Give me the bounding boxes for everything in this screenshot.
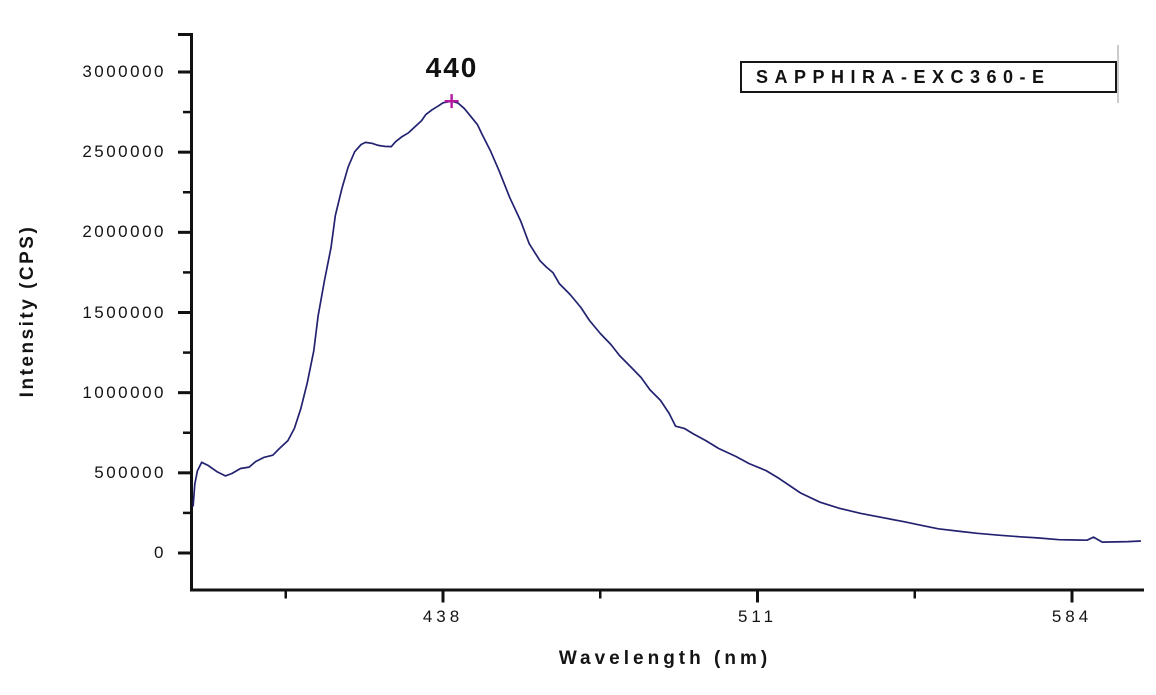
y-axis-cap-tick [178,33,191,36]
legend-edge-line [1117,45,1119,103]
x-minor-tick [284,591,287,599]
y-minor-tick [183,110,190,114]
y-tick-label: 2000000 [82,222,166,242]
y-major-tick [178,230,190,234]
y-major-tick [178,391,190,395]
legend-label: SAPPHIRA-EXC360-E [756,66,1051,87]
y-major-tick [178,70,190,74]
y-major-tick [178,471,190,475]
x-minor-tick [599,591,602,599]
y-tick-label: 3000000 [82,62,166,81]
x-tick-label: 584 [1051,607,1093,626]
x-axis-line [190,588,1144,592]
y-tick-label: 1500000 [82,302,166,322]
legend-box: SAPPHIRA-EXC360-E [740,61,1117,93]
peak-marker-icon [444,94,459,109]
y-tick-label: 1000000 [82,382,166,402]
x-tick-label: 511 [737,607,778,626]
y-tick-label: 2500000 [82,142,166,162]
y-major-tick [178,150,190,154]
y-minor-tick [183,191,190,194]
x-major-tick [756,591,759,603]
y-axis-line [190,33,193,592]
x-axis-title: Wavelength (nm) [558,648,772,669]
x-tick-label: 438 [422,607,464,626]
y-minor-tick [183,271,190,274]
x-major-tick [441,591,445,603]
x-major-tick [1070,591,1074,603]
spectrum-curve [192,100,1141,543]
y-minor-tick [183,431,190,434]
y-minor-tick [183,511,190,515]
x-minor-tick [913,591,916,599]
y-major-tick [178,311,190,314]
y-tick-label: 500000 [94,462,166,482]
y-major-tick [178,551,190,555]
y-tick-label: 0 [154,543,166,562]
peak-annotation: 440 [425,52,479,83]
y-minor-tick [183,351,190,354]
